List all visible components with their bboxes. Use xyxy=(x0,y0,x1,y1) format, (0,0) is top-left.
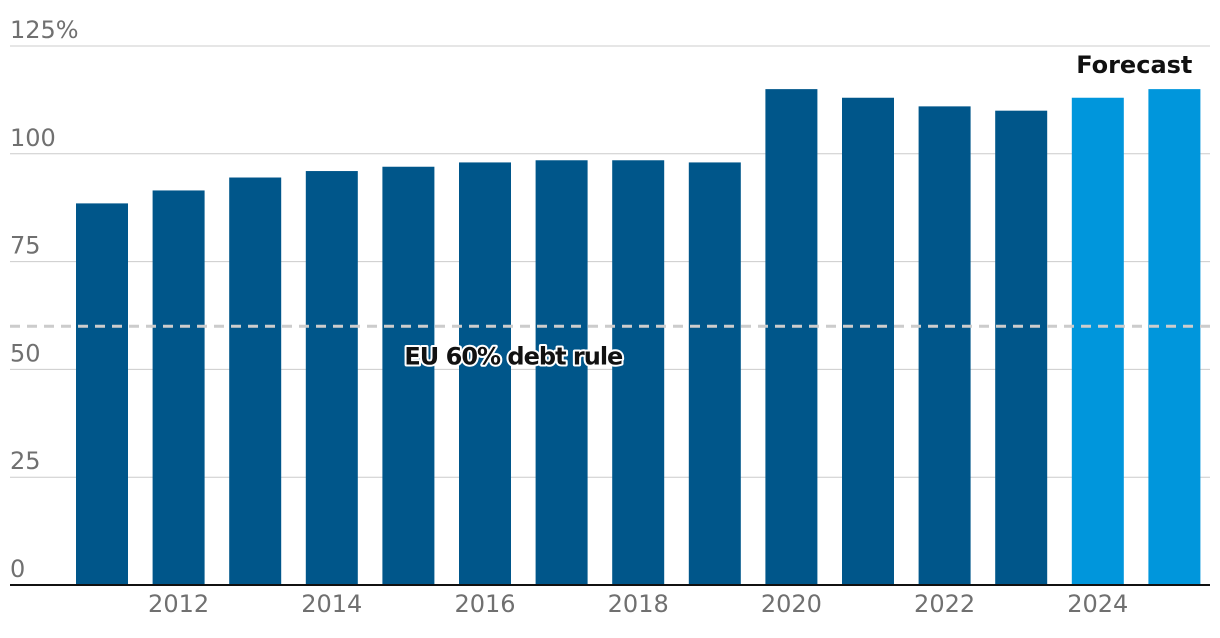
x-tick-label: 2024 xyxy=(1067,590,1128,618)
x-tick-label: 2016 xyxy=(454,590,515,618)
bar-2017 xyxy=(535,160,588,585)
bar-2015 xyxy=(382,166,435,585)
y-tick-label: 100 xyxy=(10,124,56,152)
y-axis-ticks: 0 25 50 75 100 125% xyxy=(10,16,79,583)
reference-line-label: EU 60% debt rule xyxy=(404,342,623,370)
y-tick-label: 25 xyxy=(10,447,41,475)
bar-2020 xyxy=(765,89,818,586)
y-tick-label: 75 xyxy=(10,232,41,260)
bar-2019 xyxy=(688,162,741,585)
bar-2023 xyxy=(995,110,1048,586)
bar-2021 xyxy=(842,97,894,585)
y-tick-label: 125% xyxy=(10,16,79,44)
bar-2016 xyxy=(459,162,511,585)
bars xyxy=(76,89,1201,586)
y-tick-label: 50 xyxy=(10,339,41,367)
bar-2011 xyxy=(76,203,128,585)
x-tick-label: 2014 xyxy=(301,590,362,618)
bar-2012 xyxy=(152,190,205,585)
bar-2025 xyxy=(1148,89,1201,586)
x-tick-label: 2018 xyxy=(608,590,669,618)
forecast-label: Forecast xyxy=(1076,51,1192,79)
bar-2013 xyxy=(229,177,282,586)
x-tick-label: 2022 xyxy=(914,590,975,618)
bar-2022 xyxy=(918,106,971,586)
y-tick-label: 0 xyxy=(10,555,25,583)
x-axis-ticks: 2012 2014 2016 2018 2020 2022 2024 xyxy=(148,590,1128,618)
bar-2014 xyxy=(305,171,358,585)
x-tick-label: 2012 xyxy=(148,590,209,618)
bar-2024 xyxy=(1071,97,1124,585)
x-tick-label: 2020 xyxy=(761,590,822,618)
bar-2018 xyxy=(612,160,665,585)
